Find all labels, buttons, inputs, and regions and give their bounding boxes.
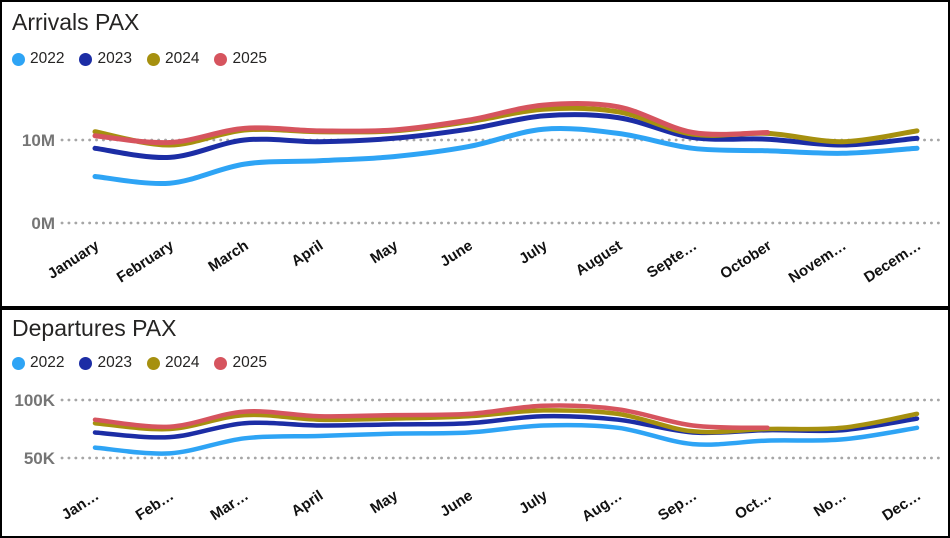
x-axis-tick-label: No… (811, 487, 850, 520)
y-axis-tick-label: 0M (31, 214, 55, 233)
legend-label: 2022 (30, 50, 65, 67)
x-axis-tick-label: June (437, 487, 476, 520)
departures-chart-title: Departures PAX (12, 315, 177, 341)
legend-label: 2023 (97, 50, 132, 67)
series-line-2024[interactable] (92, 408, 920, 435)
legend-label: 2025 (232, 354, 267, 371)
y-axis-tick-label: 10M (22, 131, 55, 150)
x-axis-tick-label: October (717, 237, 775, 283)
x-axis-tick-label: January (45, 237, 103, 283)
x-axis-tick-label: Novem… (786, 237, 850, 287)
y-axis-tick-label: 100K (14, 391, 55, 410)
legend-label: 2024 (164, 50, 200, 67)
x-axis-tick-label: April (288, 487, 326, 520)
x-axis-tick-label: Dec… (879, 487, 924, 524)
x-axis-tick-label: July (516, 237, 551, 268)
arrivals-line-chart[interactable]: 10M 0M January February March April May June Jul… (2, 2, 948, 306)
series-line-2023[interactable] (92, 112, 920, 161)
series-line-2025[interactable] (92, 403, 770, 431)
arrivals-chart-panel: Arrivals PAX 2022 2023 2024 2025 10M 0M Ja… (2, 2, 948, 310)
x-axis-tick-label: Decem… (861, 237, 924, 286)
x-axis-tick-label: Feb… (133, 487, 177, 524)
legend-swatch-icon (146, 52, 160, 66)
x-axis-tick-label: Sep… (655, 487, 700, 524)
legend-item-2025[interactable]: 2025 (214, 354, 267, 372)
x-axis-tick-label: Septe… (644, 237, 700, 282)
legend-label: 2023 (97, 354, 132, 371)
arrivals-legend: 2022 2023 2024 2025 (12, 50, 267, 68)
x-axis-tick-label: February (114, 237, 178, 287)
x-axis-tick-label: May (367, 487, 401, 518)
x-axis-tick-label: Aug… (579, 487, 625, 525)
x-axis-tick-label: Jan… (59, 487, 103, 524)
series-line-2022[interactable] (92, 125, 920, 187)
x-axis-tick-label: April (288, 237, 326, 270)
legend-label: 2025 (232, 50, 267, 67)
x-axis-tick-label: May (367, 237, 401, 268)
x-axis-tick-label: June (437, 237, 476, 270)
legend-swatch-icon (214, 356, 228, 370)
legend-label: 2022 (30, 354, 65, 371)
legend-item-2022[interactable]: 2022 (12, 354, 64, 372)
legend-label: 2024 (164, 354, 200, 371)
series-line-2022[interactable] (92, 422, 920, 456)
legend-swatch-icon (12, 356, 25, 370)
x-axis-tick-label: July (516, 487, 551, 518)
x-axis-tick-label: Oct… (732, 487, 775, 523)
legend-item-2022[interactable]: 2022 (12, 50, 64, 68)
legend-item-2023[interactable]: 2023 (79, 354, 132, 372)
legend-swatch-icon (146, 356, 160, 370)
x-axis-tick-label: Mar… (207, 487, 251, 524)
x-axis-tick-label: March (205, 237, 251, 275)
legend-item-2024[interactable]: 2024 (146, 354, 200, 372)
series-line-2025[interactable] (92, 100, 770, 146)
legend-swatch-icon (79, 356, 93, 370)
legend-item-2025[interactable]: 2025 (214, 50, 267, 68)
legend-swatch-icon (214, 52, 228, 66)
y-axis-tick-label: 50K (24, 449, 56, 468)
legend-swatch-icon (79, 52, 93, 66)
legend-item-2023[interactable]: 2023 (79, 50, 132, 68)
departures-chart-panel: Departures PAX 2022 2023 2024 2025 100K 5… (2, 310, 948, 536)
legend-item-2024[interactable]: 2024 (146, 50, 200, 68)
arrivals-chart-title: Arrivals PAX (12, 9, 140, 35)
x-axis-tick-label: August (573, 237, 626, 279)
departures-legend: 2022 2023 2024 2025 (12, 354, 267, 372)
legend-swatch-icon (12, 52, 25, 66)
